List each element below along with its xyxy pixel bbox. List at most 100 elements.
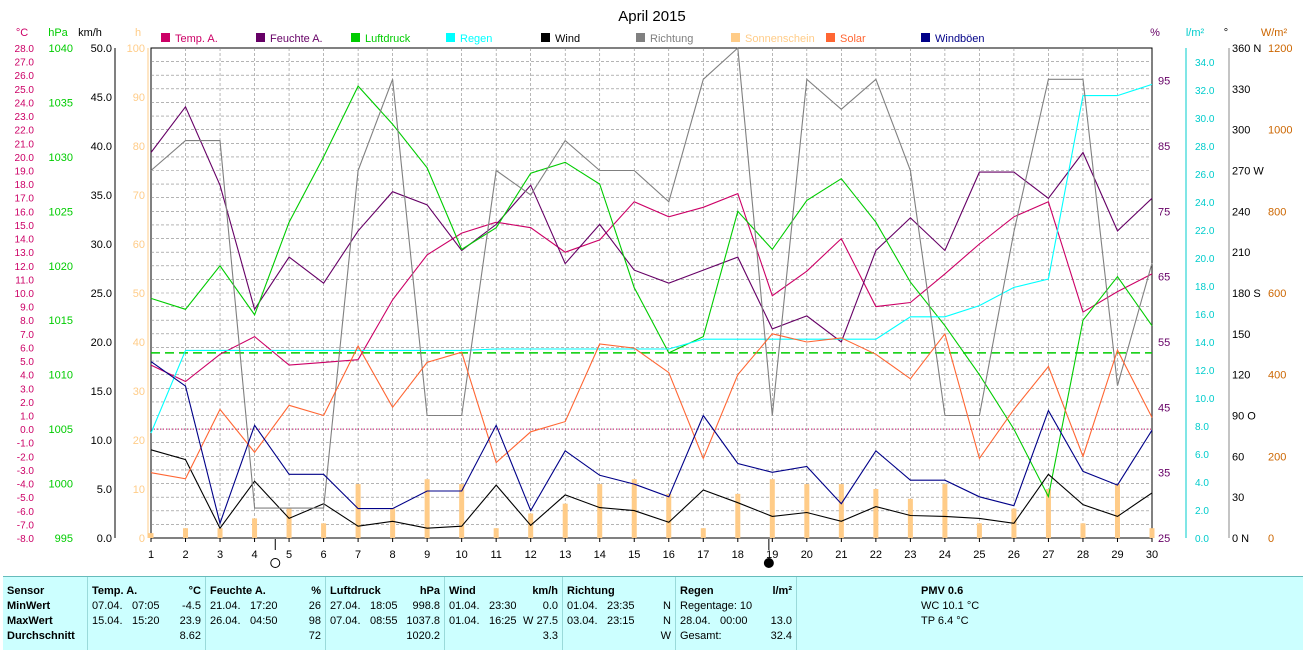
temp-axis-tick-label: 3.0 [20,384,34,395]
pressure-axis-tick-label: 1025 [49,206,73,218]
temp-axis-tick-label: 20.0 [15,153,35,164]
solar-axis-tick-label: 1000 [1268,125,1292,137]
pressure-max-value: 1037.8 [406,615,440,627]
pressure-axis-tick-label: 1000 [49,479,73,491]
sunshine-bar [735,493,741,538]
legend-item: Sonnenschein [731,33,815,45]
rain-axis-tick-label: 32.0 [1195,86,1215,97]
sunshine-axis-unit: h [135,27,141,39]
rain-axis-tick-label: 4.0 [1195,478,1209,489]
temp-axis-tick-label: 8.0 [20,316,34,327]
temp-axis-tick-label: 23.0 [15,112,35,123]
rain-axis-tick-label: 2.0 [1195,506,1209,517]
pressure-header: Luftdruck [330,585,381,597]
x-tick-label: 8 [390,549,396,561]
x-tick-label: 23 [904,549,916,561]
temp-axis-unit: °C [16,27,28,39]
rain-max-time: 00:00 [720,615,748,627]
series-lines [150,46,1153,530]
sunshine-axis-tick-label: 50 [133,288,145,300]
x-tick-label: 13 [559,549,571,561]
direction-axis-tick-label: 30 [1232,492,1244,504]
temp-axis-tick-label: 4.0 [20,371,34,382]
axes: 1 2 3 4 5 6 7 8 9 10 11 12 13 14 15 16 17 18 19 20 21 22 23 24 2… [15,27,1292,568]
pressure-min-value: 998.8 [412,600,440,612]
temp-axis-tick-label: 13.0 [15,248,35,259]
rain-axis-tick-label: 26.0 [1195,170,1215,181]
legend-item: Windböen [921,33,985,45]
rain-axis-tick-label: 18.0 [1195,282,1215,293]
x-tick-label: 2 [182,549,188,561]
rain-header: Regen [680,585,714,597]
rain-axis-tick-label: 10.0 [1195,394,1215,405]
row-label-max: MaxWert [7,615,53,627]
pressure-axis-tick-label: 1010 [49,370,73,382]
legend-swatch [826,33,835,42]
x-tick-label: 7 [355,549,361,561]
temp-axis-tick-label: -5.0 [17,493,35,504]
wind-avg-value: 3.3 [542,630,558,642]
sunshine-bar [942,484,948,538]
x-tick-label: 17 [697,549,709,561]
wind-axis-tick-label: 35.0 [91,190,112,202]
temp-axis-tick-label: 6.0 [20,343,34,354]
sunshine-bar [700,528,706,538]
series-line-regen [150,83,1153,434]
pmv-header: PMV 0.6 [921,585,964,597]
pmv-dewpoint: TP 6.4 °C [921,615,969,627]
legend-item: Solar [826,33,866,45]
direction-axis-tick-label: 90 O [1232,411,1256,423]
temp-axis-tick-label: 14.0 [15,235,35,246]
legend-swatch [636,33,645,42]
legend: Temp. A. Feuchte A. Luftdruck Regen Wind Rich… [161,33,985,45]
temp-axis-tick-label: -1.0 [17,439,35,450]
direction-axis-tick-label: 270 W [1232,166,1264,178]
temp-min-date: 07.04. [92,600,123,612]
sunshine-bar [252,518,258,538]
x-tick-label: 6 [321,549,327,561]
sunshine-axis-tick-label: 40 [133,337,145,349]
wind-axis-tick-label: 50.0 [91,43,112,55]
pressure-min-time: 18:05 [370,600,398,612]
legend-label: Temp. A. [175,33,218,45]
temp-min-time: 07:05 [132,600,160,612]
wind-axis-tick-label: 0.0 [97,533,112,545]
legend-label: Sonnenschein [745,33,815,45]
sunshine-axis-tick-label: 90 [133,92,145,104]
humidity-axis-tick-label: 55 [1158,337,1170,349]
x-tick-label: 28 [1077,549,1089,561]
temp-axis-tick-label: -3.0 [17,466,35,477]
reference-lines [151,352,1152,430]
direction-max-time: 23:15 [607,615,635,627]
wind-min-value: 0.0 [542,600,558,612]
sunshine-bar [838,484,844,538]
rain-axis-tick-label: 6.0 [1195,450,1209,461]
weather-chart: 1 2 3 4 5 6 7 8 9 10 11 12 13 14 15 16 17 18 19 20 21 22 23 24 2… [15,8,1292,568]
x-tick-label: 29 [1111,549,1123,561]
temp-axis-tick-label: 1.0 [20,412,34,423]
x-tick-label: 3 [217,549,223,561]
sunshine-bar [907,498,913,538]
pressure-max-date: 07.04. [330,615,361,627]
temp-max-value: 23.9 [179,615,201,627]
temp-axis-tick-label: -6.0 [17,507,35,518]
direction-min-date: 01.04. [567,600,598,612]
legend-item: Luftdruck [351,33,411,45]
sunshine-bar [769,479,775,538]
moon-full-icon [270,558,281,568]
humidity-min-date: 21.04. [210,600,241,612]
wind-min-time: 23:30 [489,600,517,612]
sunshine-bar [804,484,810,538]
legend-label: Windböen [935,33,985,45]
direction-column: Richtung 01.04. 23:35 N 03.04. 23:15 N W [563,577,676,650]
rain-max-value: 13.0 [770,615,792,627]
humidity-axis-tick-label: 45 [1158,402,1170,414]
sunshine-bar [321,523,327,538]
direction-axis-tick-label: 180 S [1232,288,1261,300]
x-tick-label: 5 [286,549,292,561]
temp-column: Temp. A. °C 07.04. 07:05 -4.5 15.04. 15:20 23… [88,577,206,650]
legend-swatch [446,33,455,42]
x-tick-label: 27 [1042,549,1054,561]
rain-axis-tick-label: 34.0 [1195,58,1215,69]
humidity-axis-unit: % [1150,27,1160,39]
